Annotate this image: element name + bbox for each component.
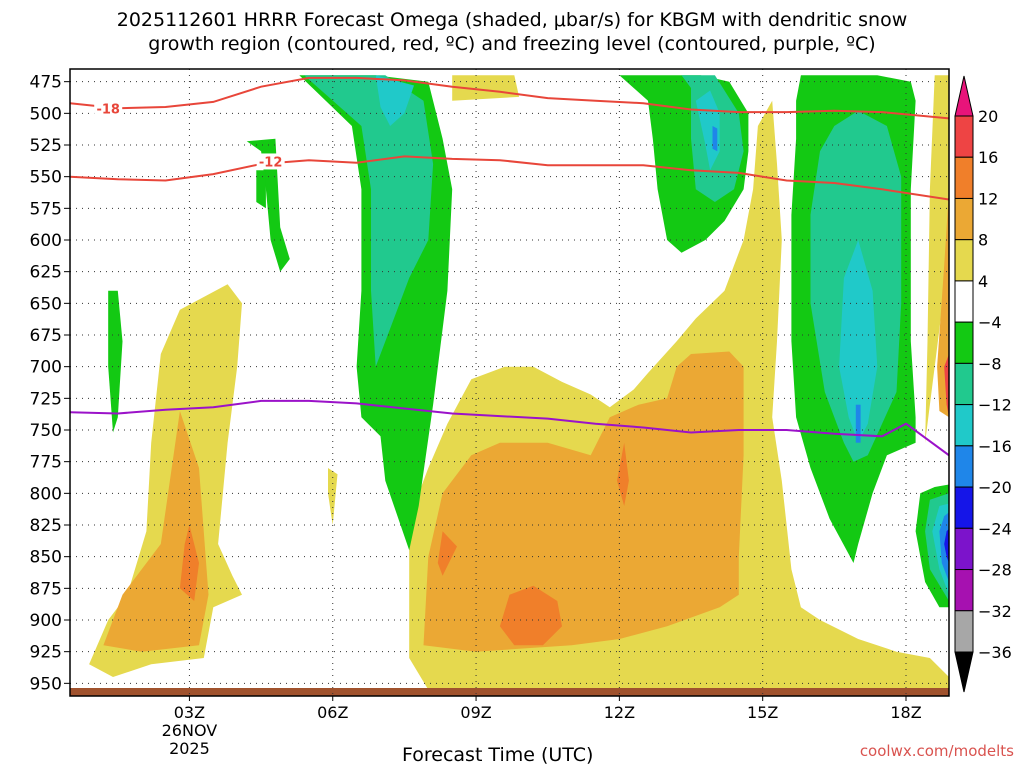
y-tick-label-825: 825 bbox=[30, 516, 62, 536]
omega-region-11 bbox=[937, 189, 949, 418]
plot-frame bbox=[69, 68, 950, 697]
colorbar-label-6: −8 bbox=[978, 354, 1002, 373]
omega-region-8 bbox=[499, 585, 562, 646]
colorbar-label-1: 16 bbox=[978, 148, 998, 167]
grid-lines bbox=[70, 69, 949, 696]
y-tick-label-500: 500 bbox=[30, 104, 62, 124]
omega-region-12 bbox=[944, 354, 949, 418]
colorbar-label-0: 20 bbox=[978, 107, 998, 126]
colorbar-swatch-1 bbox=[954, 115, 974, 158]
terrain-bar bbox=[70, 688, 949, 696]
dgz-contour-1 bbox=[70, 155, 949, 201]
colorbar-label-10: −24 bbox=[978, 519, 1012, 538]
x-tick-label-15Z: 15Z bbox=[747, 703, 778, 722]
contour-label-0: -18 bbox=[96, 102, 120, 117]
y-tick-label-625: 625 bbox=[30, 263, 62, 283]
omega-region-7 bbox=[437, 531, 457, 576]
contour-label-1: -12 bbox=[259, 155, 283, 170]
x-axis-title: Forecast Time (UTC) bbox=[402, 744, 594, 766]
x-tick-label-03Z: 03Z bbox=[174, 703, 205, 722]
contour-label-bg-0 bbox=[94, 100, 123, 117]
colorbar-swatch-10 bbox=[954, 486, 974, 529]
chart-title-line-2: growth region (contoured, red, ºC) and f… bbox=[148, 33, 876, 55]
y-tick-label-775: 775 bbox=[30, 453, 62, 473]
colorbar-swatch-4 bbox=[954, 239, 974, 282]
omega-region-14 bbox=[304, 75, 434, 367]
colorbar-swatch-13 bbox=[954, 610, 974, 653]
y-tick-label-875: 875 bbox=[30, 579, 62, 599]
colorbar-label-2: 12 bbox=[978, 189, 998, 208]
colorbar-label-13: −36 bbox=[978, 643, 1012, 662]
contour-label-bg-1 bbox=[256, 153, 285, 170]
colorbar-label-8: −16 bbox=[978, 437, 1012, 456]
omega-region-30 bbox=[939, 512, 949, 582]
y-tick-label-550: 550 bbox=[30, 168, 62, 188]
colorbar-bottom-arrow bbox=[954, 651, 974, 693]
omega-region-6 bbox=[423, 351, 744, 652]
colorbar-label-11: −28 bbox=[978, 561, 1012, 580]
omega-region-16 bbox=[246, 138, 290, 272]
omega-region-10 bbox=[925, 75, 949, 443]
y-tick-label-475: 475 bbox=[30, 73, 62, 93]
x-tick-date: 26NOV bbox=[162, 721, 218, 740]
y-tick-label-800: 800 bbox=[30, 484, 62, 504]
y-tick-label-600: 600 bbox=[30, 231, 62, 251]
omega-region-18 bbox=[108, 290, 123, 433]
colorbar-swatch-11 bbox=[954, 527, 974, 571]
chart-title-line-1: 2025112601 HRRR Forecast Omega (shaded, … bbox=[116, 9, 908, 31]
y-tick-label-700: 700 bbox=[30, 358, 62, 378]
colorbar-label-5: −4 bbox=[978, 313, 1002, 332]
colorbar-swatch-3 bbox=[954, 197, 974, 241]
y-tick-label-525: 525 bbox=[30, 136, 62, 156]
y-axis-labels: 475 500 525 550 575 600 625 650 675 700 725 750 775 8… bbox=[30, 73, 70, 694]
colorbar-label-4: 4 bbox=[978, 272, 988, 291]
colorbar-swatch-6 bbox=[954, 321, 974, 364]
y-tick-label-575: 575 bbox=[30, 199, 62, 219]
colorbar-swatch-7 bbox=[954, 362, 974, 406]
y-tick-label-750: 750 bbox=[30, 421, 62, 441]
y-tick-label-900: 900 bbox=[30, 611, 62, 631]
y-tick-label-650: 650 bbox=[30, 294, 62, 314]
colorbar-swatch-8 bbox=[954, 404, 974, 447]
omega-shading bbox=[89, 75, 949, 690]
y-tick-label-675: 675 bbox=[30, 326, 62, 346]
x-tick-label-09Z: 09Z bbox=[460, 703, 491, 722]
colorbar-label-12: −32 bbox=[978, 602, 1012, 621]
colorbar-swatch-5 bbox=[954, 280, 974, 323]
colorbar-swatch-2 bbox=[954, 156, 974, 199]
credit-text: coolwx.com/modelts bbox=[859, 742, 1014, 760]
y-tick-label-950: 950 bbox=[30, 674, 62, 694]
colorbar-top-arrow bbox=[954, 75, 974, 117]
contour-lines: -18 -12 bbox=[70, 76, 949, 457]
freezing-level-contour bbox=[70, 399, 949, 457]
y-tick-label-925: 925 bbox=[30, 643, 62, 663]
y-tick-label-850: 850 bbox=[30, 548, 62, 568]
omega-region-15 bbox=[375, 75, 414, 126]
omega-region-17 bbox=[256, 170, 266, 209]
x-tick-year: 2025 bbox=[169, 739, 210, 758]
colorbar-swatch-9 bbox=[954, 445, 974, 488]
omega-region-2 bbox=[179, 525, 199, 601]
omega-region-31 bbox=[944, 528, 949, 563]
y-tick-label-725: 725 bbox=[30, 389, 62, 409]
colorbar-swatch-12 bbox=[954, 569, 974, 612]
colorbar-label-7: −12 bbox=[978, 396, 1012, 415]
omega-region-1 bbox=[103, 411, 209, 652]
omega-region-26 bbox=[855, 404, 861, 443]
colorbar-label-9: −20 bbox=[978, 478, 1012, 497]
x-tick-label-12Z: 12Z bbox=[604, 703, 635, 722]
x-tick-label-18Z: 18Z bbox=[890, 703, 921, 722]
omega-region-9 bbox=[617, 442, 629, 506]
omega-region-25 bbox=[839, 240, 878, 443]
dgz-contour-0 bbox=[70, 76, 949, 120]
colorbar: 20 16 12 8 4 −4 −8 −12 −16 −20 −24 −28 −32 −36 bbox=[954, 75, 1012, 693]
x-tick-label-06Z: 06Z bbox=[317, 703, 348, 722]
omega-region-3 bbox=[328, 468, 338, 525]
omega-region-22 bbox=[712, 126, 718, 152]
colorbar-label-3: 8 bbox=[978, 231, 988, 250]
